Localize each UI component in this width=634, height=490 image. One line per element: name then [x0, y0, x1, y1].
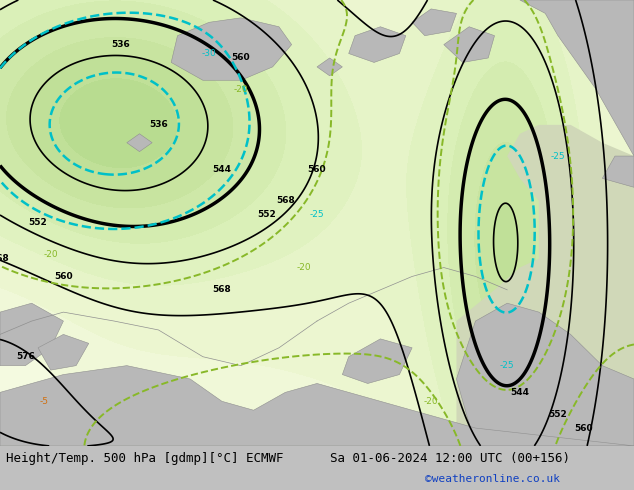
Text: 560: 560	[574, 423, 593, 433]
Polygon shape	[0, 366, 634, 446]
Text: 568: 568	[276, 196, 295, 205]
Text: 536: 536	[111, 40, 130, 49]
Text: -30: -30	[202, 49, 217, 58]
Text: 568: 568	[212, 285, 231, 294]
Text: 576: 576	[16, 352, 35, 361]
Polygon shape	[602, 156, 634, 187]
Polygon shape	[444, 27, 495, 62]
Text: 536: 536	[149, 121, 168, 129]
Polygon shape	[0, 303, 63, 366]
Text: Sa 01-06-2024 12:00 UTC (00+156): Sa 01-06-2024 12:00 UTC (00+156)	[330, 452, 570, 465]
Text: 560: 560	[231, 53, 250, 62]
Polygon shape	[38, 334, 89, 370]
Text: 552: 552	[257, 210, 276, 219]
Polygon shape	[520, 0, 634, 156]
Polygon shape	[127, 134, 152, 151]
Text: -25: -25	[309, 210, 325, 219]
Text: -20: -20	[43, 250, 58, 259]
Polygon shape	[171, 18, 292, 80]
Text: 552: 552	[29, 219, 48, 227]
Text: 560: 560	[307, 165, 327, 174]
Text: -25: -25	[500, 361, 515, 370]
Text: 560: 560	[54, 272, 73, 281]
Text: ©weatheronline.co.uk: ©weatheronline.co.uk	[425, 474, 560, 484]
Polygon shape	[456, 303, 634, 446]
Polygon shape	[349, 27, 406, 62]
Text: 544: 544	[212, 165, 231, 174]
Text: 552: 552	[548, 410, 567, 419]
Text: 544: 544	[510, 388, 529, 397]
Polygon shape	[342, 339, 412, 384]
Text: -25: -25	[550, 151, 566, 161]
Text: -20: -20	[424, 397, 439, 406]
Text: Height/Temp. 500 hPa [gdmp][°C] ECMWF: Height/Temp. 500 hPa [gdmp][°C] ECMWF	[6, 452, 284, 465]
Text: -20: -20	[233, 85, 249, 94]
Text: 568: 568	[0, 254, 10, 263]
Polygon shape	[317, 58, 342, 76]
Text: -20: -20	[297, 263, 312, 272]
Text: -5: -5	[40, 397, 49, 406]
Polygon shape	[412, 9, 456, 36]
Polygon shape	[456, 125, 634, 446]
